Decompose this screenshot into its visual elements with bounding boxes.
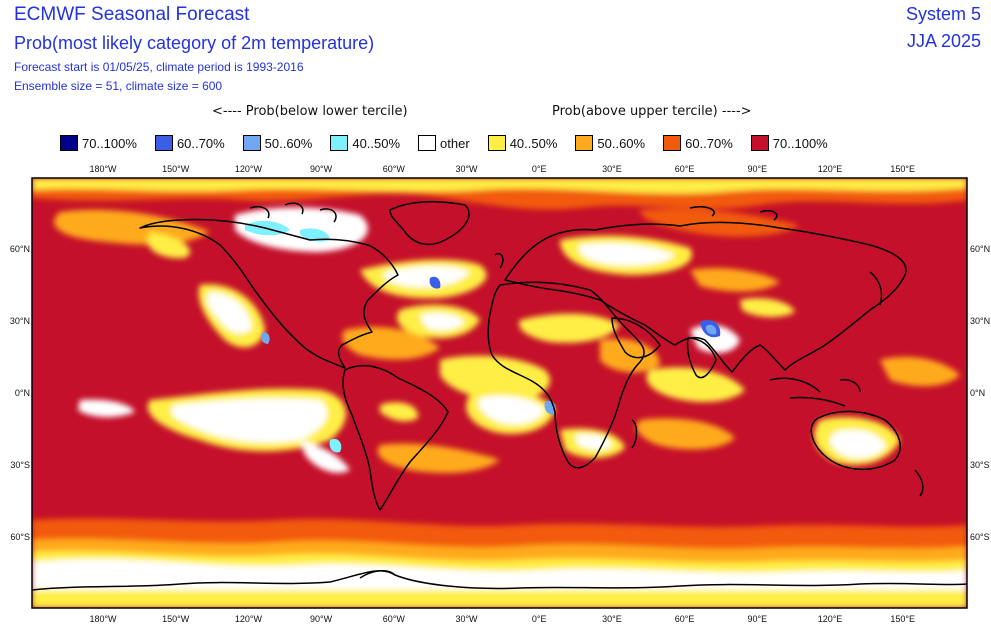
latitude-tick-label: 30°N	[970, 316, 990, 326]
legend-swatch	[154, 135, 173, 151]
legend-swatch	[242, 135, 261, 151]
longitude-tick-label: 180°W	[89, 614, 117, 624]
legend-item: 50..60%	[575, 135, 645, 151]
system-label: System 5	[905, 4, 981, 24]
longitude-tick-label: 60°E	[675, 614, 695, 624]
latitude-tick-label: 0°N	[970, 388, 985, 398]
legend-label: 40..50%	[509, 135, 558, 151]
legend-label: 70..100%	[772, 135, 828, 151]
legend-item: other	[418, 135, 470, 151]
above-tercile-label: Prob(above upper tercile) ---->	[552, 104, 752, 119]
longitude-tick-label: 120°W	[235, 614, 263, 624]
longitude-tick-label: 90°W	[310, 614, 333, 624]
longitude-tick-label: 30°W	[455, 614, 478, 624]
legend-label: 60..70%	[176, 135, 225, 151]
latitude-tick-label: 30°S	[970, 460, 990, 470]
legend-label: 50..60%	[597, 135, 646, 151]
latitude-tick-label: 0°N	[15, 388, 30, 398]
legend-swatch	[418, 135, 437, 151]
longitude-tick-label: 150°E	[890, 614, 915, 624]
latitude-ticks-right: 60°N 30°N 0°N 30°S 60°S	[970, 244, 990, 542]
latitude-tick-label: 60°N	[970, 244, 990, 254]
map-title: ECMWF Seasonal Forecast	[14, 4, 250, 25]
longitude-tick-label: 150°W	[162, 164, 190, 174]
legend-swatch	[663, 135, 682, 151]
ensemble-size-text: Ensemble size = 51, climate size = 600	[14, 79, 223, 93]
longitude-tick-label: 90°E	[747, 164, 767, 174]
longitude-tick-label: 60°E	[675, 164, 695, 174]
legend-item: 40..50%	[330, 135, 400, 151]
longitude-tick-label: 150°W	[162, 614, 190, 624]
latitude-tick-label: 60°S	[10, 532, 30, 542]
longitude-tick-label: 30°E	[602, 614, 622, 624]
latitude-tick-label: 30°S	[10, 460, 30, 470]
longitude-tick-label: 120°E	[818, 614, 843, 624]
forecast-start-text: Forecast start is 01/05/25, climate peri…	[14, 60, 304, 74]
longitude-tick-label: 150°E	[890, 164, 915, 174]
legend-label: 40..50%	[352, 135, 401, 151]
longitude-tick-label: 0°E	[532, 164, 547, 174]
legend-swatch	[750, 135, 769, 151]
longitude-ticks-top: 180°W 150°W 120°W 90°W 60°W 30°W 0°E 30°E 60°E 90…	[89, 164, 915, 174]
latitude-ticks-left: 60°N 30°N 0°N 30°S 60°S	[10, 244, 30, 542]
longitude-tick-label: 120°W	[235, 164, 263, 174]
longitude-tick-label: 180°W	[89, 164, 117, 174]
latitude-tick-label: 60°N	[10, 244, 30, 254]
legend-item: 70..100%	[60, 135, 137, 151]
longitude-tick-label: 60°W	[383, 164, 406, 174]
longitude-tick-label: 30°W	[455, 164, 478, 174]
world-probability-map: 180°W 150°W 120°W 90°W 60°W 30°W 0°E 30°E 60°E 90…	[10, 164, 990, 624]
legend-item: 70..100%	[750, 135, 828, 151]
legend-swatch	[60, 135, 78, 151]
legend-item: 40..50%	[487, 135, 558, 151]
longitude-tick-label: 0°E	[532, 614, 547, 624]
legend-label: 70..100%	[82, 135, 137, 151]
latitude-tick-label: 30°N	[10, 316, 30, 326]
legend-label: 50..60%	[264, 135, 313, 151]
below-tercile-label: <---- Prob(below lower tercile)	[212, 104, 408, 119]
legend-swatch	[487, 135, 506, 151]
legend-swatch	[330, 135, 349, 151]
latitude-tick-label: 60°S	[970, 532, 990, 542]
longitude-tick-label: 30°E	[602, 164, 622, 174]
coastlines	[32, 200, 967, 591]
legend-swatch	[575, 135, 594, 151]
longitude-ticks-bottom: 180°W 150°W 120°W 90°W 60°W 30°W 0°E 30°E 60°E 90…	[89, 614, 915, 624]
longitude-tick-label: 120°E	[818, 164, 843, 174]
legend-item: 50..60%	[242, 135, 313, 151]
season-label: JJA 2025	[906, 31, 981, 51]
longitude-tick-label: 90°E	[747, 614, 767, 624]
legend-item: 60..70%	[154, 135, 225, 151]
probability-field	[32, 178, 967, 608]
map-subtitle: Prob(most likely category of 2m temperat…	[14, 33, 375, 53]
legend-item: 60..70%	[663, 135, 733, 151]
longitude-tick-label: 60°W	[383, 614, 406, 624]
longitude-tick-label: 90°W	[310, 164, 333, 174]
legend-label: 60..70%	[685, 135, 733, 151]
legend: 70..100% 60..70% 50..60% 40..50% other 40..50…	[60, 132, 846, 154]
legend-label: other	[440, 135, 470, 151]
